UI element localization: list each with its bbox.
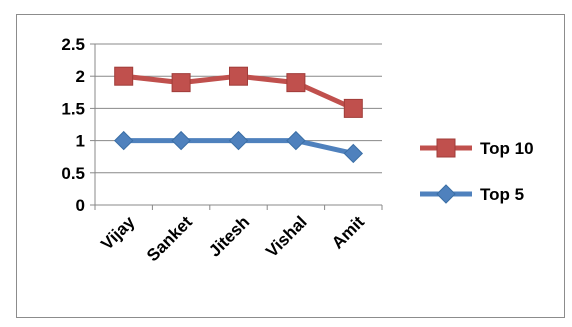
x-tick-labels: Vijay Sanket Jitesh Vishal Amit [97,212,368,265]
legend-label: Top 5 [480,185,524,204]
data-point [113,130,134,151]
axes [90,43,383,210]
y-tick-labels: 0 0.5 1 1.5 2 2.5 [61,35,85,215]
data-point [229,66,248,86]
x-tick-label: Vishal [262,212,311,261]
x-tick-label: Vijay [97,212,139,254]
chart-frame [16,14,565,318]
x-tick-label: Sanket [143,212,196,265]
series-lines [113,66,364,164]
data-point [286,130,306,151]
data-point [114,66,134,86]
data-point [171,130,191,151]
data-point [286,73,306,93]
y-tick-label: 1 [76,132,85,151]
y-tick-label: 0.5 [61,164,85,183]
legend: Top 10 Top 5 [420,138,534,204]
data-point [228,130,249,151]
y-tick-label: 2.5 [61,35,85,54]
y-tick-label: 1.5 [61,99,85,118]
y-tick-label: 0 [76,196,85,215]
gridlines [95,43,382,174]
data-point [171,73,191,93]
data-point [343,98,363,118]
x-tick-label: Jitesh [205,212,253,260]
legend-marker [436,184,456,204]
legend-marker [436,138,456,158]
data-point [343,143,364,164]
y-tick-label: 2 [76,67,85,86]
legend-label: Top 10 [480,139,534,158]
x-tick-label: Amit [328,212,368,252]
